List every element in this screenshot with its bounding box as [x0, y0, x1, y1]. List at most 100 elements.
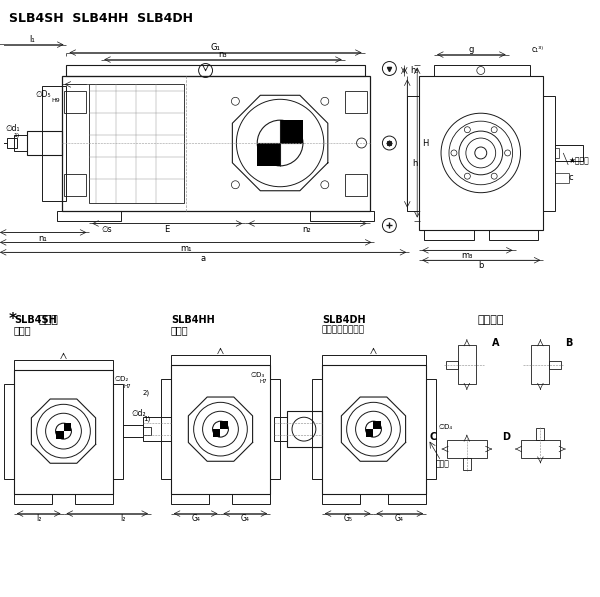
Text: 空心轴: 空心轴 — [171, 325, 188, 335]
Text: h: h — [413, 159, 418, 168]
Bar — [424, 230, 474, 241]
Text: n₁: n₁ — [38, 234, 47, 243]
Text: 输出轴: 输出轴 — [38, 315, 59, 325]
Text: ★输出轴: ★输出轴 — [568, 156, 589, 165]
Text: SLB4SH  SLB4HH  SLB4DH: SLB4SH SLB4HH SLB4DH — [9, 12, 193, 25]
Text: ∅D₅: ∅D₅ — [36, 90, 52, 99]
Bar — [14, 494, 52, 504]
Bar — [67, 64, 365, 76]
Bar — [27, 131, 62, 155]
Bar — [344, 174, 367, 196]
Text: B: B — [566, 338, 573, 347]
Text: l₁: l₁ — [29, 35, 35, 44]
Bar — [434, 64, 530, 76]
Bar — [161, 380, 171, 479]
Text: C: C — [430, 432, 437, 442]
Text: H9: H9 — [52, 98, 61, 103]
Bar — [56, 211, 121, 220]
Bar — [171, 365, 270, 494]
Text: E: E — [164, 225, 169, 234]
Text: 带胀紧盘的空心轴: 带胀紧盘的空心轴 — [322, 325, 365, 334]
Polygon shape — [280, 120, 303, 143]
Text: G₅: G₅ — [343, 514, 352, 523]
Bar — [41, 87, 67, 201]
Bar — [532, 344, 550, 384]
Bar — [171, 494, 209, 504]
Bar — [544, 96, 555, 211]
Text: ∅D₂: ∅D₂ — [115, 377, 129, 383]
Text: c₁³⁾: c₁³⁾ — [532, 45, 544, 54]
Polygon shape — [365, 429, 373, 437]
Text: b: b — [478, 261, 484, 270]
Bar — [555, 145, 583, 161]
Bar — [463, 458, 471, 470]
Text: *: * — [9, 312, 17, 327]
Polygon shape — [212, 429, 220, 437]
Text: 输出轴: 输出轴 — [436, 460, 450, 469]
Text: SLB4DH: SLB4DH — [322, 315, 365, 325]
Bar — [388, 494, 426, 504]
Text: G₄: G₄ — [191, 514, 200, 523]
Text: G₄: G₄ — [241, 514, 250, 523]
Polygon shape — [56, 431, 64, 439]
Text: H: H — [422, 139, 428, 147]
Text: ∅D₄: ∅D₄ — [438, 424, 452, 430]
Bar — [419, 76, 544, 230]
Bar — [113, 384, 123, 479]
Bar — [14, 370, 113, 494]
Text: 1): 1) — [14, 133, 20, 137]
Text: a: a — [200, 254, 205, 263]
Bar — [270, 380, 280, 479]
Bar — [426, 380, 436, 479]
Bar — [7, 138, 17, 148]
Bar — [407, 96, 419, 211]
Text: h₅: h₅ — [410, 66, 419, 75]
Text: 1): 1) — [143, 416, 150, 423]
Text: l₂: l₂ — [121, 514, 126, 523]
Text: m₃: m₃ — [461, 251, 473, 260]
Text: m₁: m₁ — [180, 244, 191, 253]
Text: ∅d₂: ∅d₂ — [131, 409, 146, 418]
Text: g: g — [468, 45, 473, 54]
Bar — [171, 355, 270, 365]
Text: l₂: l₂ — [36, 514, 41, 523]
Text: SLB4HH: SLB4HH — [171, 315, 215, 325]
Bar — [64, 174, 86, 196]
Text: ∅s: ∅s — [101, 225, 112, 234]
Bar — [555, 148, 559, 158]
Text: n₃: n₃ — [218, 50, 227, 59]
Bar — [143, 417, 171, 441]
Bar — [123, 425, 143, 437]
Text: n₂: n₂ — [302, 225, 311, 234]
Text: G₁: G₁ — [211, 43, 220, 52]
Bar — [310, 211, 374, 220]
Bar — [14, 135, 27, 151]
Bar — [89, 84, 184, 202]
Bar — [322, 494, 359, 504]
Bar — [447, 440, 487, 458]
Text: A: A — [492, 338, 499, 347]
Text: D: D — [503, 432, 511, 442]
Text: SLB4SH: SLB4SH — [14, 315, 56, 325]
Bar — [489, 230, 538, 241]
Bar — [62, 76, 370, 211]
Bar — [4, 384, 14, 479]
Bar — [14, 359, 113, 370]
Bar — [344, 91, 367, 113]
Text: H7: H7 — [260, 379, 267, 384]
Bar — [232, 494, 270, 504]
Text: ∅d₁: ∅d₁ — [5, 124, 20, 133]
Text: G₄: G₄ — [395, 514, 404, 523]
Bar — [287, 411, 322, 447]
Text: 2): 2) — [143, 389, 150, 396]
Polygon shape — [373, 421, 382, 429]
Bar — [536, 428, 544, 440]
Bar — [446, 361, 458, 368]
Text: 布置形式: 布置形式 — [478, 315, 504, 325]
Bar — [274, 417, 287, 441]
Polygon shape — [64, 423, 71, 431]
Bar — [458, 344, 476, 384]
Text: 实心轴: 实心轴 — [14, 325, 31, 335]
Bar — [322, 355, 426, 365]
Bar — [312, 380, 322, 479]
